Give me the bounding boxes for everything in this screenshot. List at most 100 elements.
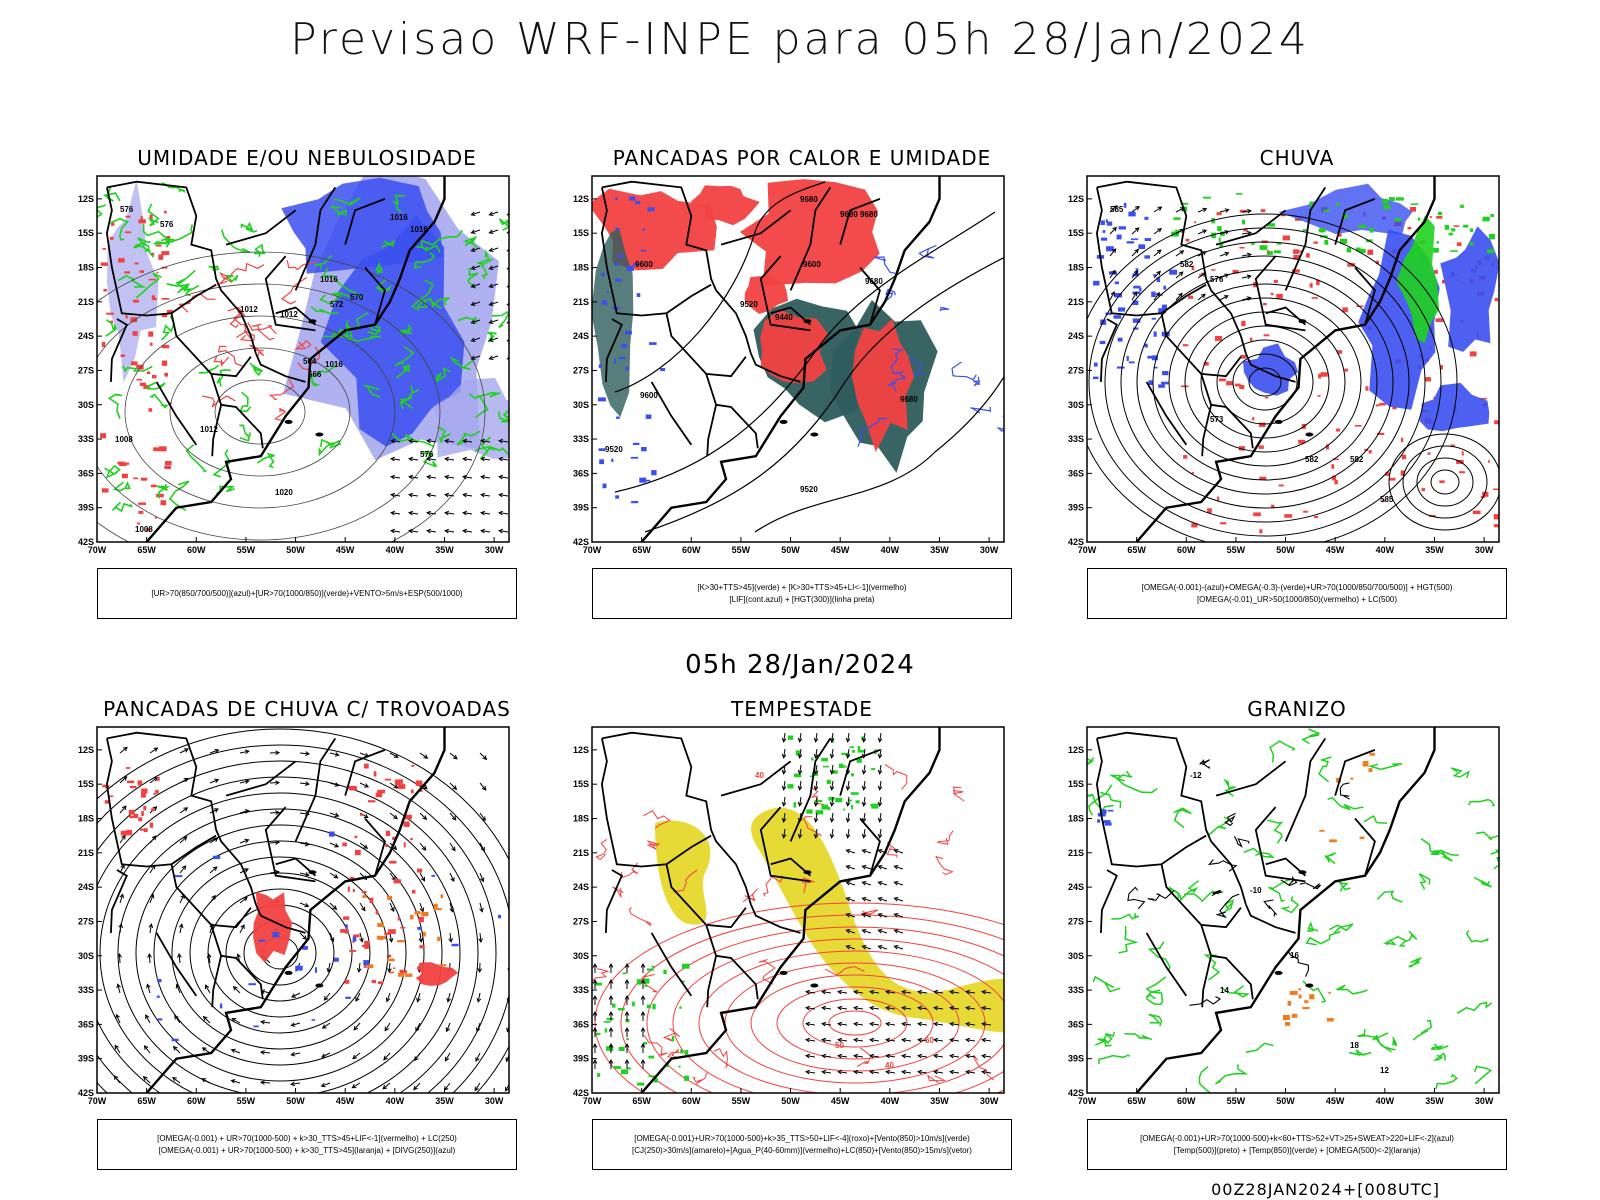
wind-vector <box>966 1071 976 1074</box>
lon-tick-label: 60W <box>682 545 701 555</box>
wind-vector <box>894 865 904 870</box>
rain-green-speckle <box>1355 247 1361 252</box>
country-border <box>364 266 386 325</box>
temperature-850-contour <box>1432 1052 1446 1061</box>
green-humidity-contour <box>239 424 252 442</box>
lifted-index-blue-speckle <box>617 254 625 258</box>
omega-orange-speckle <box>1298 994 1302 999</box>
lon-tick-label: 55W <box>237 1096 256 1106</box>
wind-850-green-speckle <box>814 799 823 803</box>
humidity-red-speckle <box>130 317 138 323</box>
green-humidity-contour <box>156 484 171 499</box>
wind-arrow <box>471 319 481 324</box>
wind-arrow <box>471 301 481 306</box>
wind-vector <box>886 1055 896 1058</box>
wind-vector <box>934 1007 944 1010</box>
streamline-arrow <box>510 783 515 790</box>
streamline-arrow <box>449 902 453 912</box>
humidity-red-speckle <box>161 360 168 366</box>
streamline-arrow <box>291 1052 301 1056</box>
precipitable-water-contour <box>594 902 1004 1093</box>
wind-vector <box>837 1005 843 1011</box>
green-humidity-contour <box>117 274 147 288</box>
streamline-arrow <box>149 894 154 904</box>
east-coastline <box>640 176 941 542</box>
rain-green-speckle <box>1417 217 1421 221</box>
wind-vector <box>831 812 834 822</box>
green-humidity-contour <box>476 391 501 398</box>
contour-label: 9680 <box>840 210 858 219</box>
streamline-arrow <box>209 895 216 904</box>
lifted-index-blue-speckle <box>641 447 647 452</box>
precipitable-water-contour <box>776 986 934 1060</box>
streamline-arrow <box>389 752 399 758</box>
thunderstorm-red-speckle <box>416 976 420 980</box>
rain-red-streak <box>1392 406 1397 410</box>
streamline-arrow <box>1219 295 1229 301</box>
thunderstorm-red-speckle <box>364 763 369 769</box>
precipitable-water-contour <box>592 968 609 983</box>
streamline-arrow <box>323 996 329 1001</box>
lat-tick-label: 27S <box>1068 916 1084 926</box>
rain-green-speckle <box>1276 242 1282 245</box>
temperature-850-contour <box>1147 941 1171 972</box>
rain-blue-speckle <box>1132 318 1141 323</box>
wind-vector <box>894 881 904 886</box>
streamline-arrow <box>304 841 310 847</box>
streamline-arrow <box>1202 207 1208 213</box>
lon-tick-label: 65W <box>137 1096 156 1106</box>
thunderstorm-orange-speckle <box>410 914 414 920</box>
streamline-arrow <box>476 1022 481 1032</box>
streamline-arrow <box>510 843 514 851</box>
streamline-arrow <box>1111 248 1117 253</box>
thunderstorm-red-speckle <box>389 971 395 974</box>
rain-red-streak <box>1342 307 1348 313</box>
east-coastline <box>145 727 446 1093</box>
thunderstorm-red-speckle <box>388 954 391 958</box>
thunderstorm-red-speckle <box>149 822 154 828</box>
temperature-850-contour <box>1327 796 1364 811</box>
streamline-arrow <box>172 1076 177 1082</box>
green-humidity-contour <box>147 203 160 227</box>
wind-vector <box>608 962 614 968</box>
legend-line: [OMEGA(-0.01)_UR>50(1000/850)(vermelho) … <box>1196 594 1398 604</box>
wind-arrow <box>408 492 414 498</box>
temperature-500-contour <box>1147 890 1175 902</box>
temperature-850-contour <box>1337 880 1351 892</box>
rain-red-streak <box>1239 246 1245 249</box>
wind-850-green-speckle <box>622 972 627 975</box>
wind-850-green-speckle <box>680 1049 684 1054</box>
humidity-red-speckle <box>167 309 173 313</box>
rain-red-streak <box>1377 432 1385 435</box>
rain-blue-speckle <box>1105 312 1112 315</box>
omega-orange-speckle <box>1289 990 1298 995</box>
wind-arrow <box>409 440 419 443</box>
wind-arrow <box>390 528 396 534</box>
east-coastline <box>1135 727 1436 1093</box>
rain-red-streak <box>1389 477 1396 481</box>
wind-vector <box>950 1071 960 1074</box>
wind-vector <box>837 1037 843 1043</box>
wind-vector <box>838 1055 848 1058</box>
temperature-500-contour <box>1263 899 1278 917</box>
contour-label: 1008 <box>135 525 153 534</box>
thickness-dashed-contour <box>247 322 277 335</box>
legend-chuva: [OMEGA(-0.001)-(azul)+OMEGA(-0.3)-(verde… <box>1087 568 1507 619</box>
wind-vector <box>934 991 944 994</box>
wind-arrow <box>481 512 491 515</box>
country-border <box>789 186 832 291</box>
streamline-arrow <box>1224 208 1230 213</box>
divergence-blue-speckle <box>363 960 370 966</box>
rain-blue-speckle <box>1126 241 1135 244</box>
green-humidity-contour <box>198 364 220 374</box>
rain-red-streak <box>1331 464 1335 469</box>
thunderstorm-red-speckle <box>419 945 425 949</box>
rain-red-streak <box>1191 523 1198 528</box>
temperature-850-contour <box>1398 930 1418 947</box>
wind-vector <box>815 748 818 758</box>
wind-vector <box>813 833 819 839</box>
temperature-850-contour <box>1435 1073 1458 1090</box>
lifted-index-blue-speckle <box>606 291 609 294</box>
streamline-arrow <box>1131 249 1139 257</box>
temperature-850-contour <box>1220 985 1251 998</box>
